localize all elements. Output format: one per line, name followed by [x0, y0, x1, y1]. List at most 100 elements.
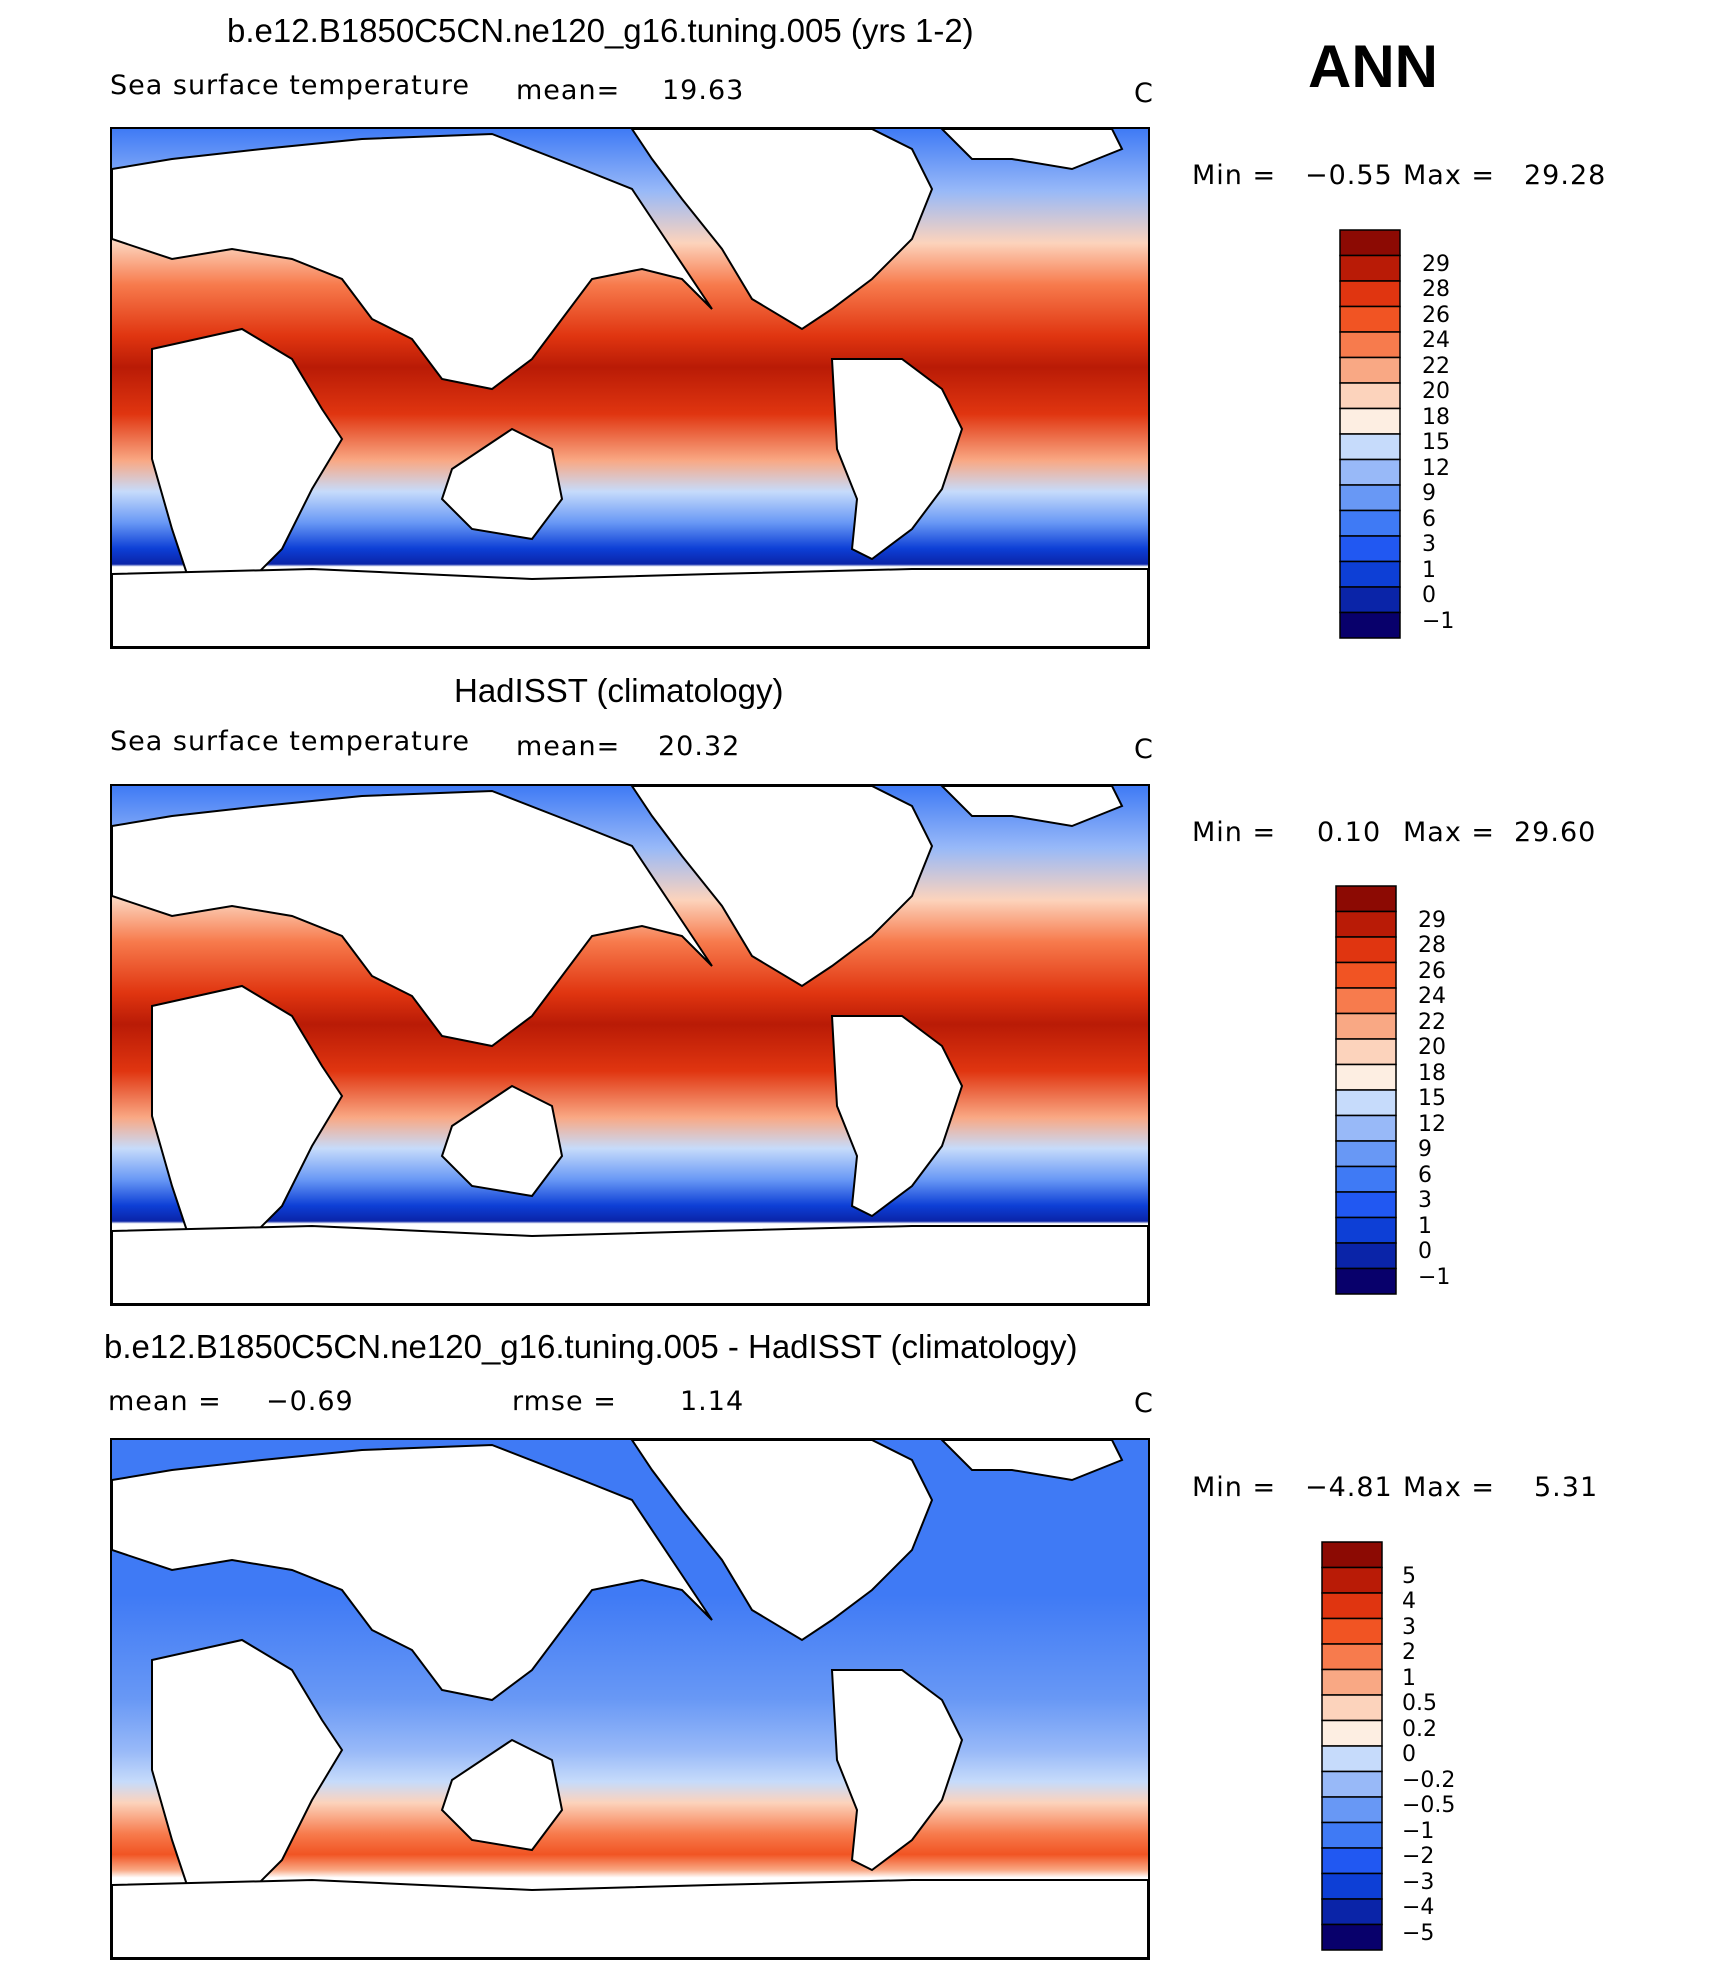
colorbar-level-label: −0.2 — [1402, 1768, 1456, 1793]
colorbar-level-label: −0.5 — [1402, 1793, 1456, 1818]
colorbar-box — [1335, 1114, 1397, 1142]
colorbar-level-label: 24 — [1422, 328, 1450, 353]
colorbar-box — [1335, 1165, 1397, 1193]
colorbar-level-label: 6 — [1418, 1163, 1432, 1188]
colorbar-box — [1339, 560, 1401, 588]
panel2-map-svg — [112, 786, 1148, 1304]
colorbar-level-label: 15 — [1418, 1086, 1446, 1111]
colorbar-level-label: 0.5 — [1402, 1691, 1437, 1716]
panel2-mean-value: 20.32 — [658, 731, 741, 762]
colorbar-box — [1339, 305, 1401, 333]
colorbar-box — [1321, 1796, 1383, 1824]
colorbar-box — [1335, 1038, 1397, 1066]
colorbar-level-label: 18 — [1418, 1061, 1446, 1086]
colorbar-level-label: 9 — [1418, 1137, 1432, 1162]
panel3-rmse-label: rmse = — [512, 1386, 617, 1417]
colorbar-level-label: 1 — [1418, 1214, 1432, 1239]
panel3-title: b.e12.B1850C5CN.ne120_g16.tuning.005 - H… — [104, 1328, 1078, 1365]
colorbar-level-label: 1 — [1422, 558, 1436, 583]
colorbar-level-label: 26 — [1418, 959, 1446, 984]
panel3-map-svg — [112, 1440, 1148, 1958]
colorbar-level-label: −3 — [1402, 1870, 1435, 1895]
colorbar-box — [1335, 1063, 1397, 1091]
panel3-units: C — [1134, 1388, 1154, 1419]
colorbar-box — [1321, 1617, 1383, 1645]
colorbar-box — [1335, 1191, 1397, 1219]
colorbar-box — [1321, 1923, 1383, 1951]
panel3-max-label: Max = — [1403, 1472, 1496, 1503]
colorbar-level-label: 24 — [1418, 984, 1446, 1009]
colorbar-box — [1339, 535, 1401, 563]
panel1-min-value: −0.55 — [1305, 160, 1393, 191]
colorbar-box — [1339, 433, 1401, 461]
colorbar-level-label: 6 — [1422, 507, 1436, 532]
panel1-max-label: Max = — [1403, 160, 1496, 191]
colorbar-level-label: 9 — [1422, 481, 1436, 506]
colorbar-box — [1321, 1847, 1383, 1875]
colorbar-level-label: −1 — [1402, 1819, 1435, 1844]
panel1-min-label: Min = — [1192, 160, 1277, 191]
panel2-units: C — [1134, 734, 1154, 765]
colorbar-box — [1339, 356, 1401, 384]
panel1-title: b.e12.B1850C5CN.ne120_g16.tuning.005 (yr… — [227, 12, 974, 49]
colorbar-box — [1339, 407, 1401, 435]
panel1-colorbar — [1338, 228, 1402, 645]
colorbar-level-label: 2 — [1402, 1640, 1416, 1665]
panel3-rmse-value: 1.14 — [680, 1386, 745, 1417]
colorbar-box — [1339, 254, 1401, 282]
colorbar-box — [1339, 229, 1401, 257]
panel1-map — [110, 127, 1150, 649]
colorbar-box — [1339, 509, 1401, 537]
colorbar-box — [1335, 1242, 1397, 1270]
colorbar-level-label: 0 — [1402, 1742, 1416, 1767]
colorbar-box — [1335, 910, 1397, 938]
panel3-colorbar — [1320, 1540, 1384, 1957]
season-label: ANN — [1308, 33, 1438, 100]
colorbar-level-label: 3 — [1418, 1188, 1432, 1213]
colorbar-level-label: 22 — [1422, 354, 1450, 379]
colorbar-level-label: 26 — [1422, 303, 1450, 328]
colorbar-box — [1339, 458, 1401, 486]
colorbar-box — [1321, 1898, 1383, 1926]
colorbar-box — [1339, 586, 1401, 614]
panel2-colorbar-svg — [1335, 885, 1397, 1295]
colorbar-level-label: 29 — [1422, 252, 1450, 277]
panel1-mean-value: 19.63 — [662, 75, 745, 106]
colorbar-level-label: 29 — [1418, 908, 1446, 933]
colorbar-level-label: −5 — [1402, 1921, 1435, 1946]
colorbar-box — [1321, 1719, 1383, 1747]
colorbar-box — [1335, 1089, 1397, 1117]
colorbar-level-label: 15 — [1422, 430, 1450, 455]
colorbar-box — [1321, 1770, 1383, 1798]
colorbar-level-label: −2 — [1402, 1844, 1435, 1869]
panel2-mean-label: mean= — [516, 731, 621, 762]
panel1-map-svg — [112, 129, 1148, 647]
colorbar-box — [1339, 484, 1401, 512]
colorbar-box — [1339, 280, 1401, 308]
colorbar-level-label: 4 — [1402, 1589, 1416, 1614]
colorbar-level-label: −1 — [1418, 1265, 1451, 1290]
panel3-mean-label: mean = — [108, 1386, 222, 1417]
colorbar-level-label: 20 — [1418, 1035, 1446, 1060]
colorbar-level-label: 28 — [1418, 933, 1446, 958]
panel2-subtitle: Sea surface temperature — [110, 726, 470, 757]
colorbar-box — [1321, 1643, 1383, 1671]
colorbar-level-label: 22 — [1418, 1010, 1446, 1035]
colorbar-level-label: 0 — [1418, 1239, 1432, 1264]
panel2-min-value: 0.10 — [1317, 817, 1382, 848]
panel2-colorbar — [1334, 884, 1398, 1301]
colorbar-box — [1335, 885, 1397, 913]
colorbar-box — [1321, 1668, 1383, 1696]
panel2-title: HadISST (climatology) — [454, 672, 784, 709]
colorbar-box — [1321, 1872, 1383, 1900]
colorbar-box — [1335, 1140, 1397, 1168]
colorbar-box — [1335, 1012, 1397, 1040]
colorbar-box — [1339, 611, 1401, 639]
colorbar-level-label: 28 — [1422, 277, 1450, 302]
colorbar-box — [1321, 1745, 1383, 1773]
colorbar-level-label: 3 — [1422, 532, 1436, 557]
colorbar-level-label: 20 — [1422, 379, 1450, 404]
colorbar-box — [1321, 1694, 1383, 1722]
panel2-max-label: Max = — [1403, 817, 1496, 848]
colorbar-box — [1321, 1821, 1383, 1849]
